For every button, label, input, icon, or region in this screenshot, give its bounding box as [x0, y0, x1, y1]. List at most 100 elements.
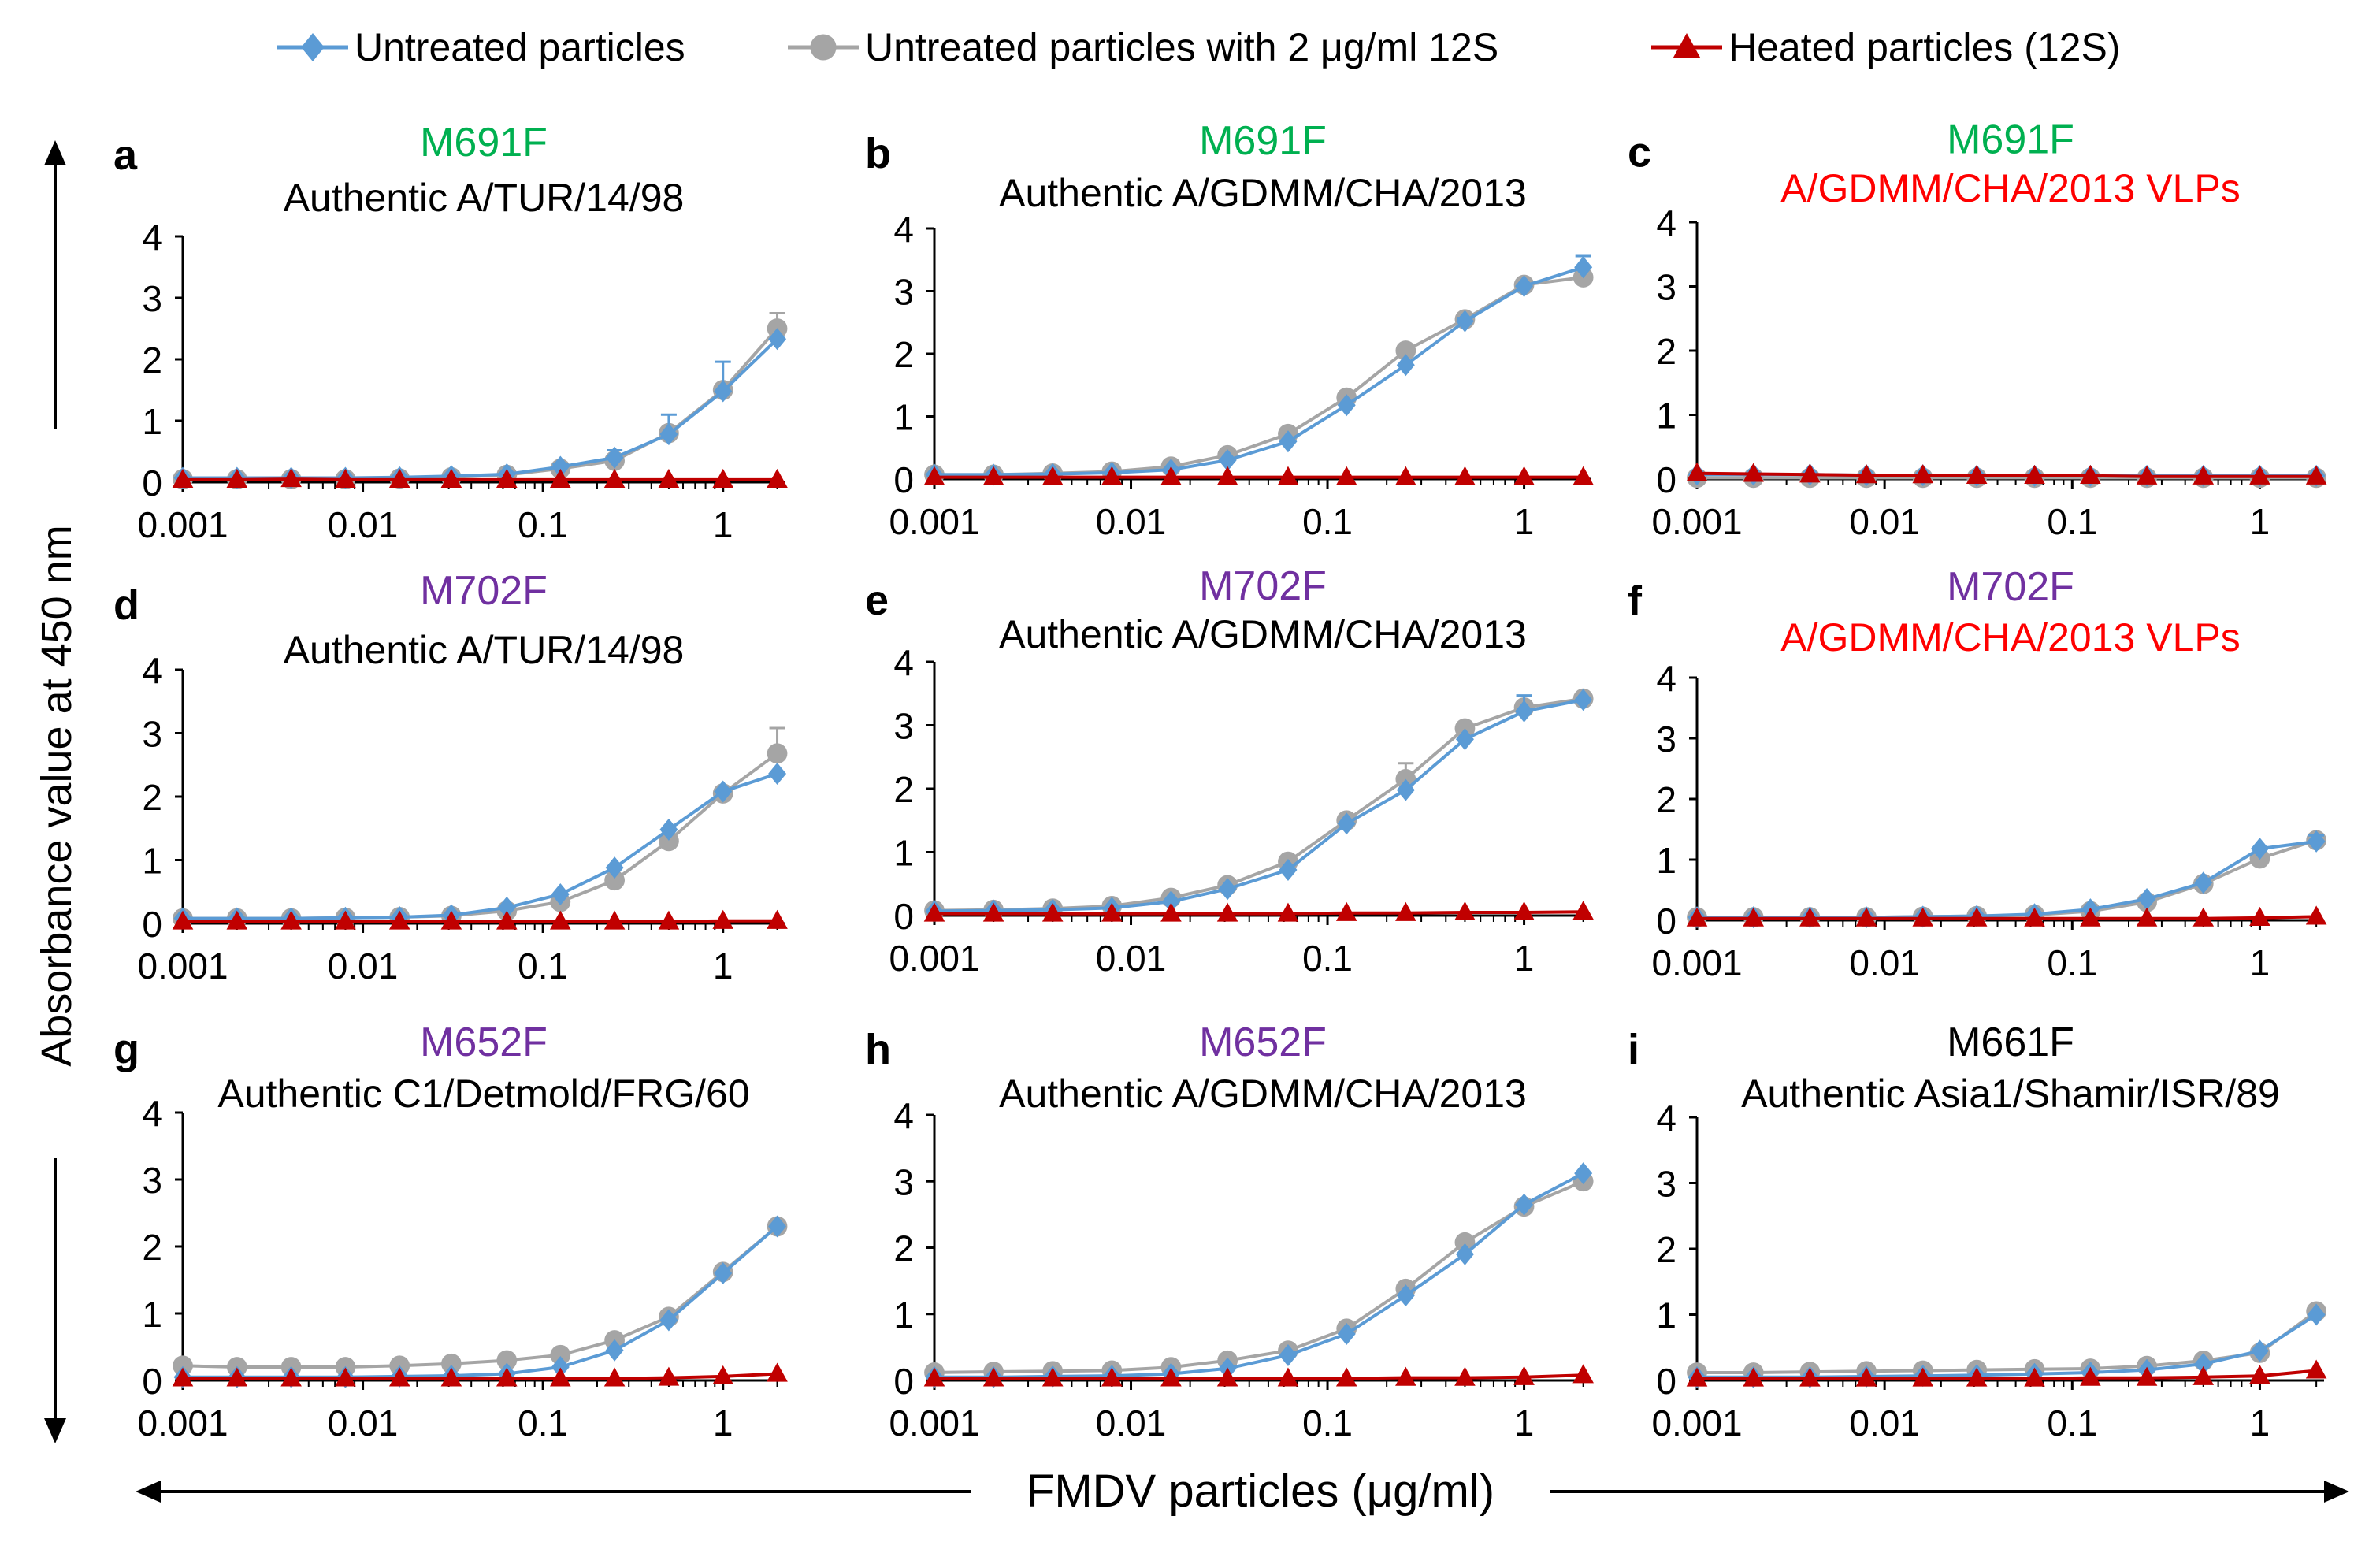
data-point: [441, 1353, 462, 1374]
data-point: [923, 902, 945, 922]
legend-marker: [1673, 33, 1701, 58]
panel-subtitle: Authentic A/GDMM/CHA/2013: [999, 612, 1527, 656]
series-line: [183, 337, 778, 480]
data-point: [1855, 907, 1877, 927]
data-point: [497, 896, 516, 919]
x-tick-label: 1: [713, 946, 733, 986]
x-tick-label: 0.001: [889, 938, 979, 979]
data-point: [982, 902, 1004, 922]
series-line: [934, 698, 1584, 913]
data-point: [1515, 700, 1534, 723]
x-tick-label: 0.1: [518, 1403, 568, 1443]
data-point: [280, 1367, 302, 1387]
panel-antibody-title: M702F: [420, 568, 548, 614]
x-tick-label: 1: [2250, 501, 2270, 542]
x-tick-label: 0.01: [328, 1403, 399, 1443]
y-tick-label: 0: [893, 1361, 914, 1402]
y-tick-label: 4: [893, 1095, 914, 1136]
data-point: [1335, 1367, 1357, 1387]
series-diamond: [173, 763, 787, 930]
y-tick-label: 2: [1656, 779, 1676, 820]
panel-i: i M661F Authentic Asia1/Shamir/ISR/89 0 1 2 3 4…: [1628, 1020, 2327, 1443]
x-tick-label: 0.1: [2047, 1403, 2097, 1443]
y-tick-label: 4: [142, 650, 162, 691]
data-point: [768, 1215, 787, 1238]
data-point: [1574, 256, 1593, 279]
panel-letter: f: [1628, 578, 1643, 625]
data-point: [658, 468, 680, 488]
data-point: [1335, 901, 1357, 921]
y-tick-label: 3: [142, 1160, 162, 1201]
data-point: [1912, 464, 1934, 484]
data-point: [1396, 778, 1415, 801]
series-line: [1696, 471, 2317, 478]
data-point: [768, 763, 787, 786]
data-point: [1335, 466, 1357, 485]
data-point: [712, 909, 734, 929]
data-point: [2305, 465, 2327, 485]
panel-g: g M652F Authentic C1/Detmold/FRG/60 0 1 2 3 4 0.…: [113, 1020, 788, 1443]
data-point: [1337, 812, 1356, 835]
panel-letter: b: [865, 130, 891, 177]
x-tick-label: 0.1: [1302, 501, 1353, 542]
series-diamond: [173, 328, 787, 489]
y-tick-label: 4: [142, 217, 162, 258]
data-point: [1686, 462, 1708, 481]
data-point: [388, 468, 410, 488]
data-point: [1686, 907, 1708, 927]
panel-antibody-title: M702F: [1947, 564, 2074, 610]
panel-antibody-title: M652F: [420, 1020, 548, 1065]
data-point: [2136, 465, 2158, 485]
data-point: [2249, 465, 2270, 485]
data-point: [1743, 907, 1764, 927]
y-tick-label: 4: [142, 1093, 162, 1134]
data-point: [1574, 689, 1593, 711]
x-tick-label: 0.01: [1096, 501, 1167, 542]
data-point: [1041, 902, 1064, 922]
x-arrow-right-head: [2324, 1481, 2349, 1503]
data-point: [550, 1367, 571, 1387]
x-tick-label: 0.001: [1651, 942, 1742, 983]
y-tick-label: 1: [1656, 840, 1676, 881]
y-tick-label: 3: [1656, 719, 1676, 760]
series-line: [183, 477, 778, 481]
series-line: [1697, 1310, 2318, 1374]
x-axis-label: FMDV particles (μg/ml): [1027, 1466, 1494, 1517]
data-point: [605, 446, 624, 469]
data-point: [1279, 1343, 1298, 1366]
y-tick-label: 0: [142, 463, 162, 503]
series-triangle: [1686, 1359, 2327, 1387]
data-point: [768, 328, 787, 351]
panel-subtitle: Authentic A/GDMM/CHA/2013: [999, 1072, 1527, 1116]
data-point: [2305, 905, 2327, 925]
x-tick-label: 0.01: [1096, 938, 1167, 979]
legend-marker: [301, 33, 325, 61]
series-line: [1697, 839, 2317, 920]
data-point: [1160, 902, 1182, 922]
data-point: [388, 1367, 410, 1387]
x-tick-label: 1: [1514, 1403, 1535, 1443]
series-line: [183, 752, 778, 920]
y-tick-label: 2: [142, 340, 162, 381]
y-tick-label: 1: [142, 1294, 162, 1335]
data-point: [1277, 466, 1299, 485]
y-tick-label: 1: [1656, 1295, 1676, 1336]
x-tick-label: 0.001: [1651, 501, 1742, 542]
y-tick-label: 3: [142, 714, 162, 755]
series-line: [1697, 915, 2317, 920]
y-tick-label: 4: [1656, 1098, 1676, 1139]
data-point: [496, 1350, 518, 1371]
panel-subtitle: A/GDMM/CHA/2013 VLPs: [1780, 166, 2241, 210]
data-point: [1855, 464, 1877, 484]
data-point: [603, 910, 626, 930]
y-tick-label: 4: [1656, 658, 1676, 699]
series-diamond: [925, 254, 1593, 486]
data-point: [1395, 901, 1416, 921]
series-line: [183, 1372, 778, 1380]
data-point: [2307, 1303, 2326, 1326]
panel-d: d M702F Authentic A/TUR/14/98 0 1 2 3 4 0.001 0.0…: [113, 568, 788, 986]
x-tick-label: 0.01: [1849, 1403, 1920, 1443]
data-point: [173, 1355, 193, 1377]
data-point: [1515, 275, 1534, 298]
data-point: [496, 468, 518, 488]
